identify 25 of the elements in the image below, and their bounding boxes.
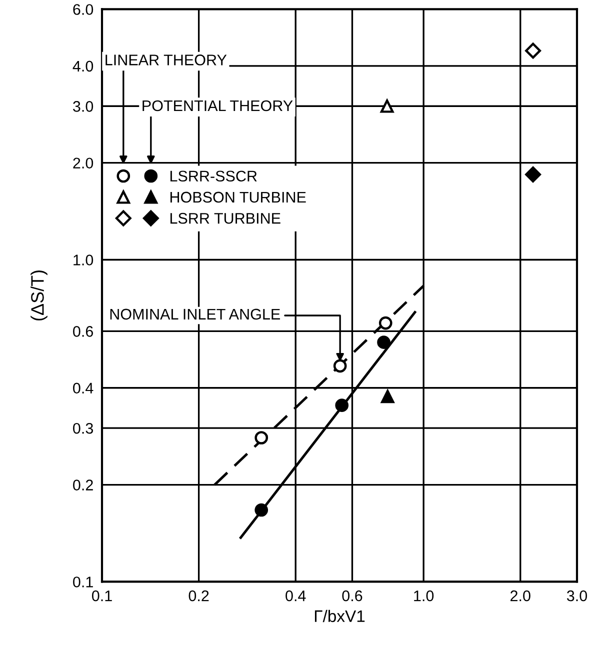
y-tick-label: 0.2: [73, 480, 93, 490]
annotation: LINEAR THEORY: [106, 54, 227, 66]
y-tick-label: 0.3: [73, 422, 94, 434]
x-axis-title: Γ/bxV1: [314, 610, 365, 622]
y-tick-label: 0.1: [73, 576, 93, 588]
x-tick-label: 1.0: [414, 590, 434, 602]
x-tick-label: 2.0: [510, 590, 530, 602]
legend-label: LSRR-SSCR: [170, 170, 257, 182]
y-tick-label: 2.0: [73, 158, 94, 169]
legend-label: HOBSON TURBINE: [170, 192, 306, 203]
x-tick-label: 0.6: [342, 590, 362, 602]
y-tick-label: 4.0: [72, 60, 94, 72]
legend-label: LSRR TURBINE: [170, 212, 280, 224]
annotation: NOMINAL INLET ANGLE: [110, 308, 280, 320]
y-axis-title: (ΔS/T): [30, 270, 48, 320]
x-tick-label: 0.4: [286, 590, 306, 602]
y-tick-label: 1.0: [74, 254, 94, 266]
x-tick-label: 0.2: [188, 590, 209, 602]
x-tick-label: 0.1: [92, 590, 112, 602]
y-tick-label: 0.4: [73, 382, 94, 394]
x-tick-label: 3.0: [566, 590, 588, 602]
y-tick-label: 6.0: [73, 4, 94, 15]
annotation: POTENTIAL THEORY: [142, 100, 293, 112]
y-tick-label: 3.0: [73, 101, 94, 112]
y-tick-label: 0.6: [73, 326, 94, 337]
